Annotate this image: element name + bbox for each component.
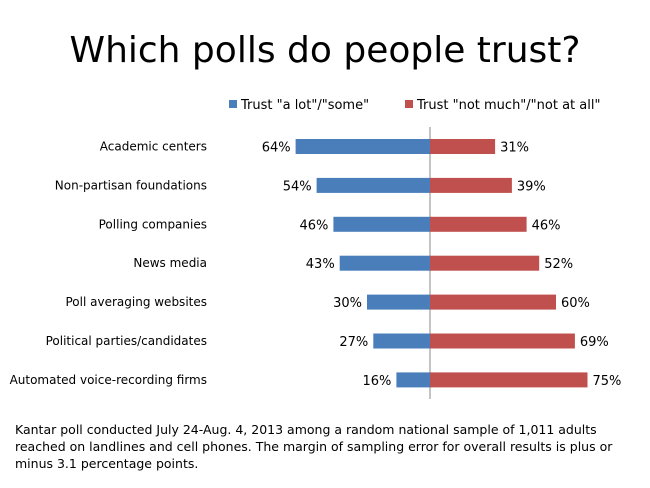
data-label-trust: 16% <box>362 374 391 389</box>
data-label-distrust: 39% <box>517 179 546 194</box>
data-label-trust: 30% <box>333 296 362 311</box>
data-label-trust: 27% <box>339 335 368 350</box>
bar-trust <box>316 177 430 193</box>
chart-title: Which polls do people trust? <box>69 30 581 71</box>
data-label-distrust: 75% <box>593 374 622 389</box>
data-label-distrust: 31% <box>500 141 529 156</box>
bar-trust <box>373 333 430 349</box>
data-label-trust: 64% <box>262 141 291 156</box>
category-label: Academic centers <box>100 140 207 154</box>
legend-swatch-distrust <box>405 100 413 108</box>
bar-distrust <box>430 255 540 271</box>
data-label-distrust: 46% <box>532 218 561 233</box>
data-label-trust: 43% <box>306 257 335 272</box>
bar-trust <box>396 372 430 388</box>
legend-label-distrust: Trust "not much"/"not at all" <box>416 98 600 113</box>
footnote: Kantar poll conducted July 24-Aug. 4, 20… <box>15 422 613 471</box>
data-label-distrust: 52% <box>544 257 573 272</box>
bar-distrust <box>430 333 575 349</box>
legend-label-trust: Trust "a lot"/"some" <box>240 98 369 113</box>
bar-distrust <box>430 139 496 154</box>
data-label-trust: 46% <box>299 218 328 233</box>
bar-trust <box>339 255 430 271</box>
bar-distrust <box>430 216 527 232</box>
bar-distrust <box>430 294 556 310</box>
category-label: Automated voice-recording firms <box>10 373 207 387</box>
category-label: Political parties/candidates <box>46 334 207 348</box>
data-label-trust: 54% <box>283 179 312 194</box>
bar-trust <box>367 294 430 310</box>
category-label: Polling companies <box>99 217 207 231</box>
bar-trust <box>333 216 430 232</box>
bar-trust <box>295 139 430 154</box>
data-label-distrust: 69% <box>580 335 609 350</box>
category-label: Poll averaging websites <box>66 295 208 309</box>
data-label-distrust: 60% <box>561 296 590 311</box>
bar-distrust <box>430 177 512 193</box>
category-label: News media <box>133 256 207 270</box>
bar-distrust <box>430 372 588 388</box>
legend-swatch-trust <box>229 100 237 108</box>
category-label: Non-partisan foundations <box>55 178 207 192</box>
